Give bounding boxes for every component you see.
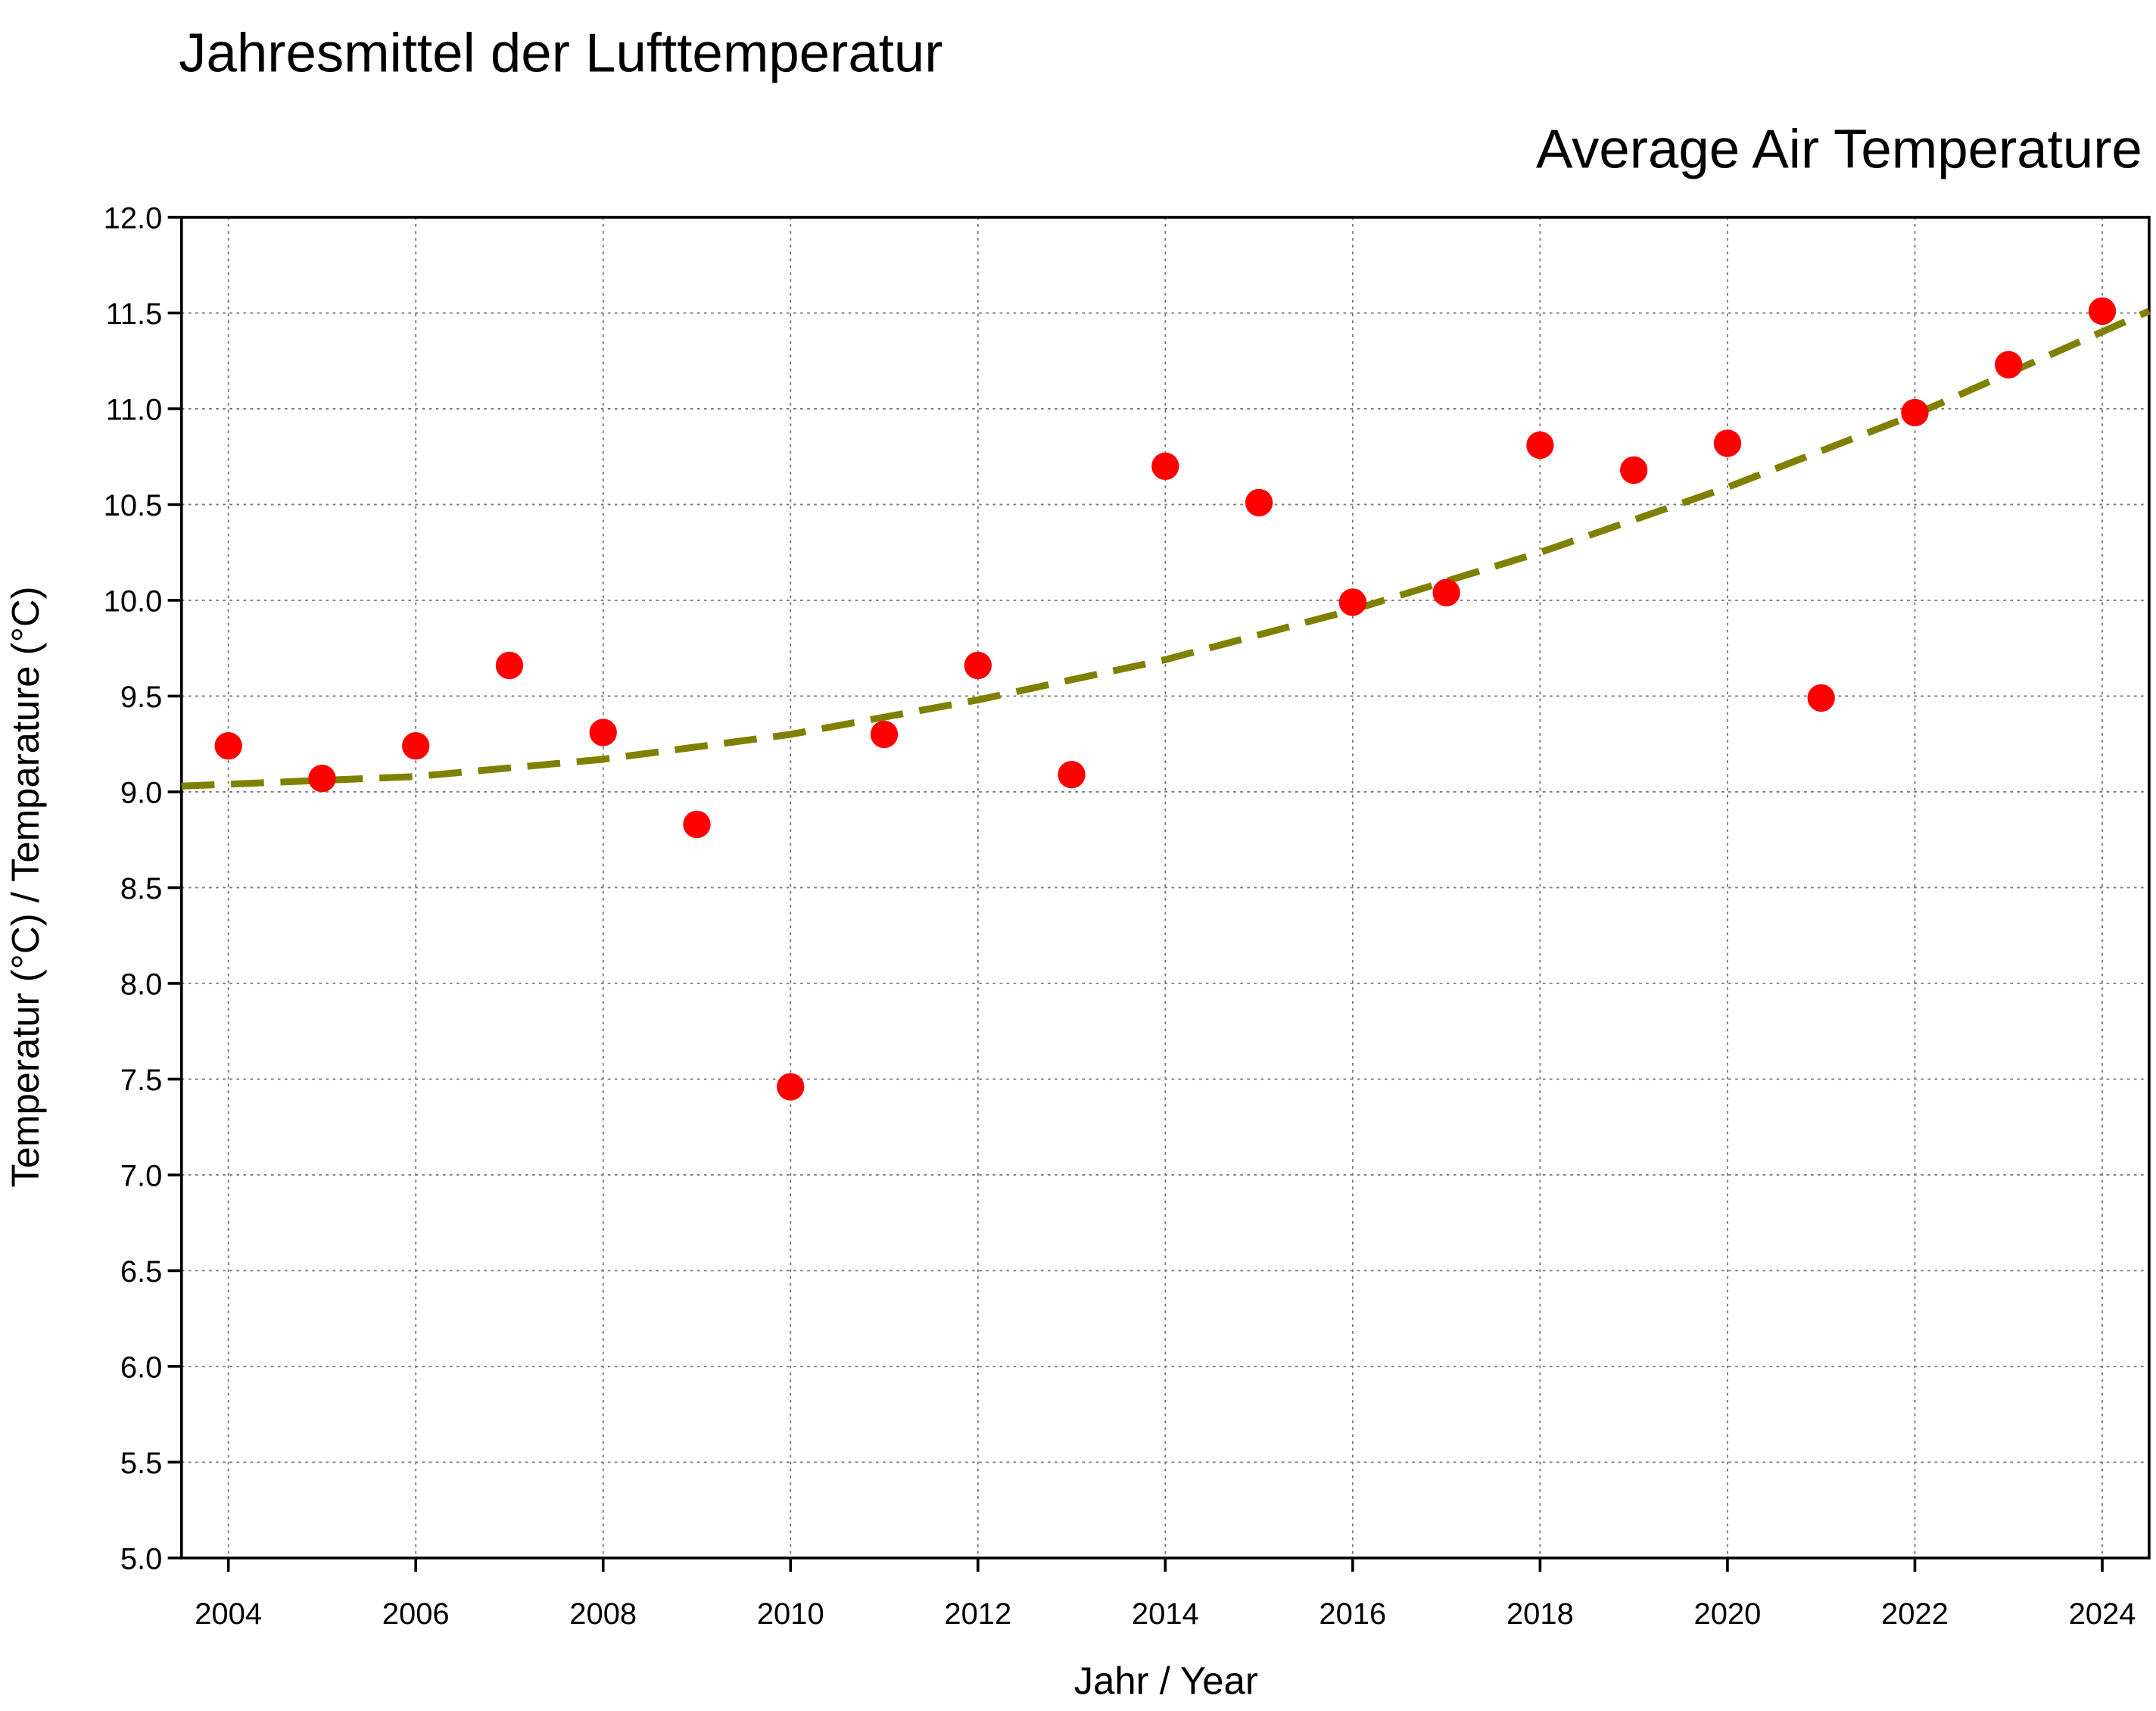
y-tick-label: 6.0: [120, 1351, 163, 1384]
data-point: [1807, 684, 1835, 712]
x-tick-label: 2006: [382, 1597, 450, 1631]
y-tick-label: 7.0: [120, 1159, 163, 1192]
data-point: [1901, 398, 1929, 427]
data-point: [2088, 297, 2117, 326]
x-tick-label: 2022: [1881, 1597, 1949, 1631]
y-tick-label: 11.5: [106, 298, 163, 331]
trend-line: [181, 307, 2151, 790]
chart-title: Jahresmittel der Lufttemperatur: [179, 22, 942, 83]
x-axis-label: Jahr / Year: [1074, 1660, 1258, 1703]
data-point: [402, 732, 430, 760]
y-tick-label: 5.5: [120, 1447, 163, 1480]
x-tick-label: 2008: [569, 1597, 637, 1631]
data-point: [1620, 456, 1648, 485]
y-tick-label: 9.5: [120, 681, 163, 714]
data-point: [1432, 578, 1460, 606]
y-tick-label: 6.5: [120, 1255, 163, 1289]
y-tick-label: 8.0: [120, 968, 163, 1001]
y-tick-label: 10.5: [104, 489, 163, 522]
data-point: [777, 1073, 805, 1101]
data-point: [1151, 452, 1179, 481]
x-tick-label: 2024: [2069, 1597, 2136, 1631]
y-tick-label: 12.0: [104, 202, 163, 235]
x-tick-label: 2020: [1694, 1597, 1762, 1631]
data-point: [1245, 488, 1273, 517]
data-point: [214, 732, 242, 760]
x-tick-label: 2018: [1506, 1597, 1574, 1631]
x-tick-label: 2014: [1132, 1597, 1199, 1631]
y-axis-label: Temperatur (°C) / Temparature (°C): [4, 586, 47, 1187]
y-tick-label: 11.0: [106, 393, 163, 426]
plot-frame: [179, 216, 2151, 1560]
data-point: [1713, 429, 1742, 457]
data-point: [1338, 588, 1367, 616]
y-tick-label: 9.0: [120, 776, 163, 809]
x-tick-label: 2010: [757, 1597, 824, 1631]
y-tick-label: 7.5: [120, 1064, 163, 1097]
data-point: [964, 651, 992, 680]
data-point: [1995, 351, 2023, 379]
data-point: [870, 720, 899, 749]
data-point: [1526, 431, 1554, 460]
chart-subtitle: Average Air Temperature: [1536, 119, 2142, 180]
data-point: [308, 765, 336, 793]
data-point: [495, 651, 524, 680]
x-tick-label: 2004: [195, 1597, 262, 1631]
x-tick-label: 2012: [944, 1597, 1011, 1631]
x-tick-label: 2016: [1319, 1597, 1386, 1631]
data-point: [683, 810, 711, 839]
y-tick-label: 10.0: [104, 584, 163, 618]
y-tick-label: 8.5: [120, 872, 163, 905]
data-point: [589, 718, 617, 746]
y-tick-label: 5.0: [120, 1542, 163, 1575]
data-point: [1058, 760, 1086, 789]
